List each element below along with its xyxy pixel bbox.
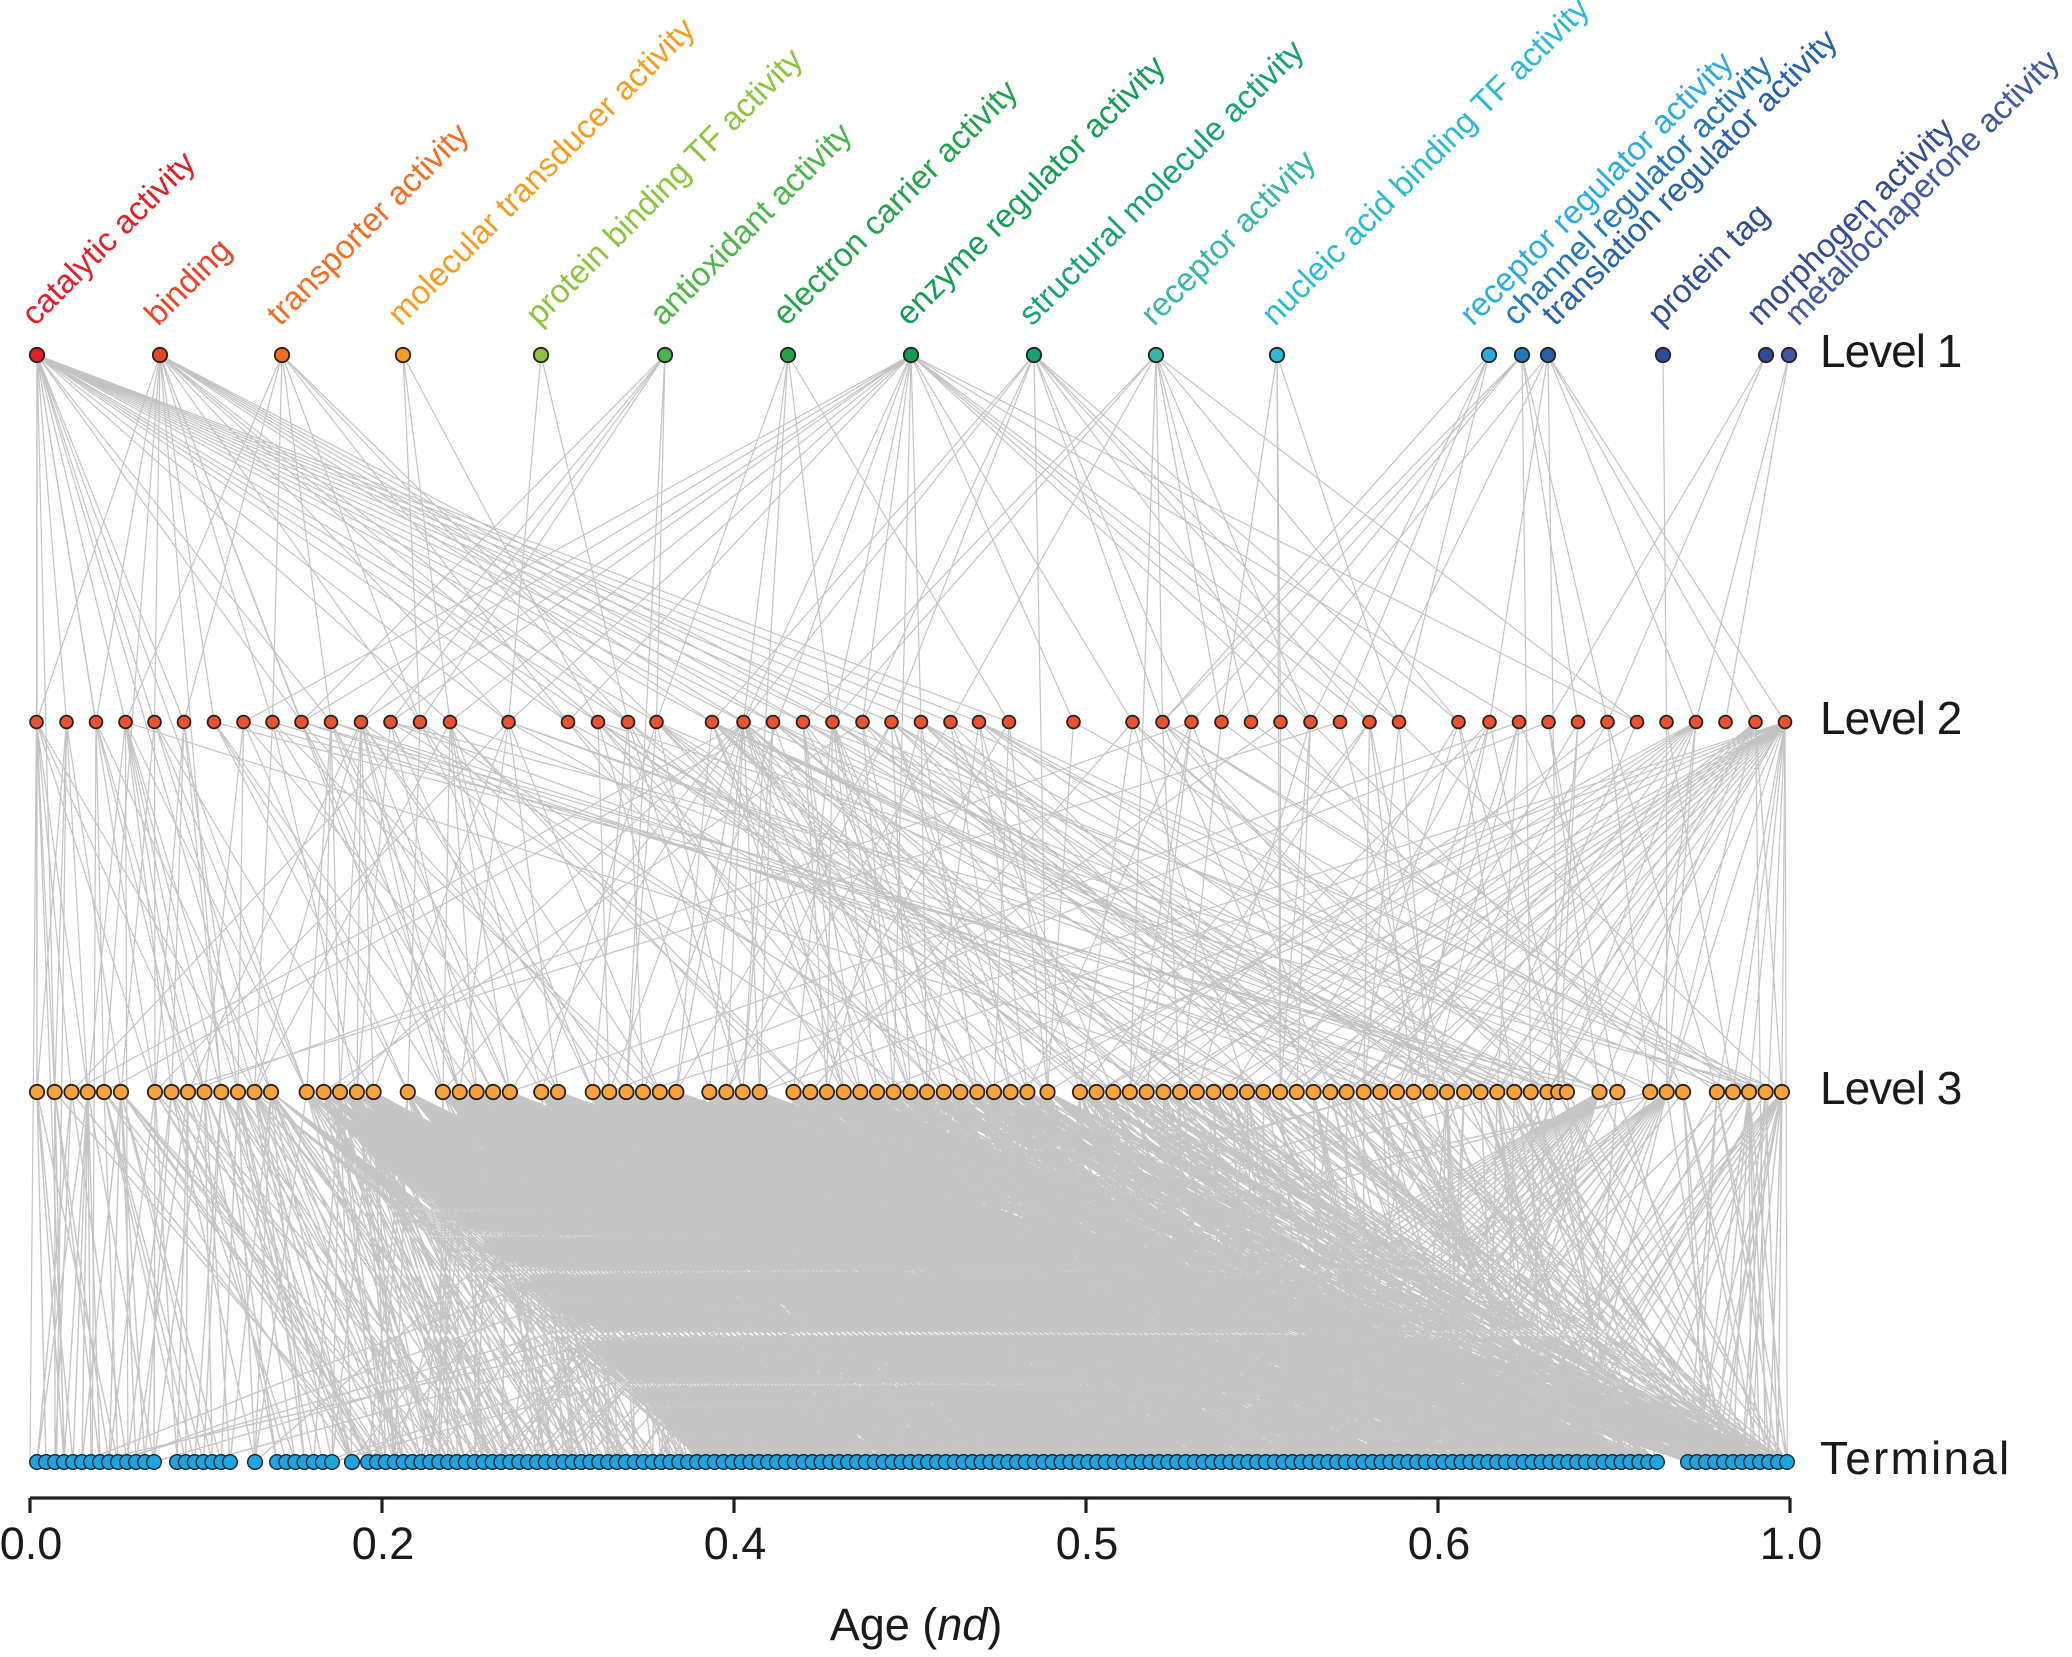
svg-text:0.2: 0.2 <box>352 1518 415 1569</box>
svg-text:Level 1: Level 1 <box>1820 325 1961 377</box>
svg-text:0.6: 0.6 <box>1408 1518 1471 1569</box>
svg-text:Level 3: Level 3 <box>1820 1062 1961 1114</box>
svg-text:Terminal: Terminal <box>1820 1432 2011 1484</box>
svg-text:0.5: 0.5 <box>1056 1518 1119 1569</box>
svg-text:1.0: 1.0 <box>1760 1518 1823 1569</box>
svg-text:Age (nd): Age (nd) <box>830 1599 1003 1650</box>
svg-text:0.0: 0.0 <box>0 1518 62 1569</box>
svg-text:Level 2: Level 2 <box>1820 692 1961 744</box>
svg-text:0.4: 0.4 <box>704 1518 767 1569</box>
